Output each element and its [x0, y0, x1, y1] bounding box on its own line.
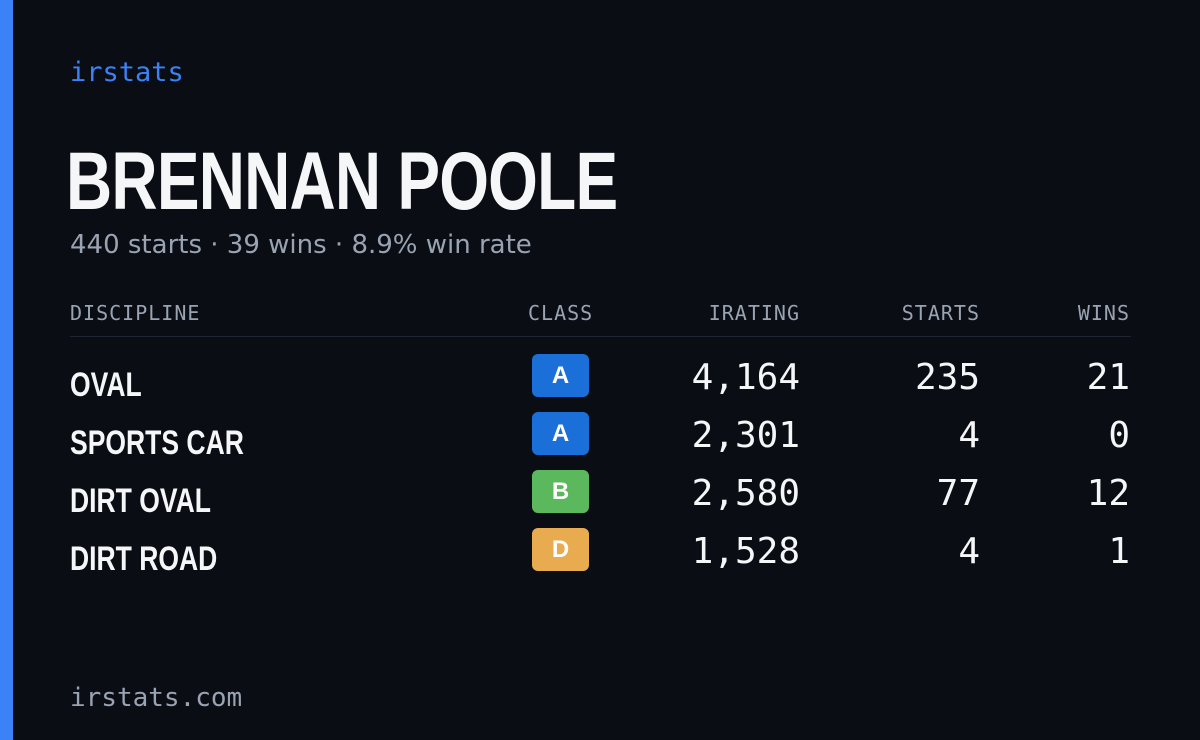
table-header: DISCIPLINE CLASS IRATING STARTS WINS — [70, 300, 1131, 337]
footer-url: irstats.com — [70, 683, 243, 713]
irating-cell: 4,164 — [691, 357, 800, 398]
header-class: CLASS — [528, 301, 594, 325]
brand-logo-text: irstats — [70, 57, 184, 88]
wins-cell: 1 — [1108, 531, 1130, 572]
starts-cell: 4 — [958, 415, 980, 456]
wins-cell: 21 — [1086, 357, 1130, 398]
table-row: DIRT OVAL B 2,580 77 12 — [70, 470, 1131, 528]
header-starts: STARTS — [901, 301, 980, 325]
class-badge: B — [532, 470, 589, 513]
accent-bar — [0, 0, 13, 740]
header-wins: WINS — [1077, 301, 1130, 325]
table-row: SPORTS CAR A 2,301 4 0 — [70, 412, 1131, 470]
starts-cell: 235 — [914, 357, 980, 398]
driver-summary: 440 starts · 39 wins · 8.9% win rate — [70, 230, 532, 260]
starts-cell: 4 — [958, 531, 980, 572]
discipline-cell: DIRT OVAL — [70, 482, 211, 520]
discipline-cell: SPORTS CAR — [70, 424, 244, 462]
class-badge: A — [532, 412, 589, 455]
class-badge: A — [532, 354, 589, 397]
header-irating: IRATING — [708, 301, 800, 325]
header-discipline: DISCIPLINE — [70, 301, 201, 325]
table-row: DIRT ROAD D 1,528 4 1 — [70, 528, 1131, 586]
irating-cell: 1,528 — [691, 531, 800, 572]
driver-name: BRENNAN POOLE — [66, 136, 618, 227]
irating-cell: 2,301 — [691, 415, 800, 456]
starts-cell: 77 — [936, 473, 980, 514]
wins-cell: 0 — [1108, 415, 1130, 456]
discipline-cell: DIRT ROAD — [70, 540, 218, 578]
class-badge: D — [532, 528, 589, 571]
irating-cell: 2,580 — [691, 473, 800, 514]
discipline-cell: OVAL — [70, 366, 142, 404]
wins-cell: 12 — [1086, 473, 1130, 514]
table-row: OVAL A 4,164 235 21 — [70, 354, 1131, 412]
